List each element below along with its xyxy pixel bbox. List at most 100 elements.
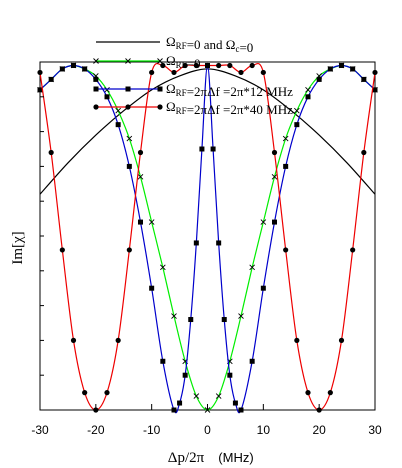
legend-label-part: Ω	[166, 81, 176, 96]
legend-label-part: =2πΔf =2π*12 MHz	[187, 84, 293, 99]
series-3	[37, 62, 378, 413]
x-tick-label: 0	[204, 423, 211, 437]
data-point	[350, 247, 356, 253]
data-point	[221, 317, 227, 323]
data-point	[305, 87, 311, 93]
data-point	[216, 240, 222, 246]
data-point	[149, 69, 155, 76]
data-point	[260, 285, 266, 291]
data-point	[137, 149, 144, 156]
data-point	[316, 76, 322, 82]
data-point	[160, 358, 166, 364]
legend-label: ΩRF=2πΔf =2π*40 MHz	[166, 99, 293, 117]
data-point	[125, 104, 131, 110]
data-point	[93, 58, 99, 64]
data-point	[93, 76, 99, 82]
legend-label-part: RF	[176, 88, 187, 98]
legend-label-part: =0	[239, 40, 253, 55]
x-tick-label: -30	[31, 423, 49, 437]
data-point	[115, 122, 121, 128]
data-point	[115, 337, 121, 343]
data-point	[125, 86, 131, 92]
data-point	[193, 240, 199, 246]
data-point	[160, 264, 166, 271]
data-point	[350, 66, 356, 72]
legend-label-part: RF	[176, 106, 187, 116]
data-point	[282, 135, 289, 142]
data-point	[283, 163, 289, 169]
data-point	[37, 69, 43, 76]
data-point	[283, 247, 289, 253]
data-point	[238, 313, 244, 319]
data-point	[327, 390, 333, 396]
legend-label: ΩRF=0	[166, 53, 201, 71]
data-point	[104, 390, 110, 396]
data-point	[215, 393, 222, 399]
data-point	[125, 58, 131, 64]
data-point	[126, 135, 133, 142]
data-point	[37, 87, 43, 93]
x-tick-label: 20	[312, 423, 326, 437]
data-point	[238, 69, 244, 76]
legend-label-part: =2πΔf =2π*40 MHz	[187, 102, 293, 117]
data-point	[59, 66, 65, 72]
x-tick-label: -20	[87, 423, 105, 437]
data-point	[227, 372, 233, 378]
data-point	[204, 62, 211, 69]
data-point	[48, 149, 54, 156]
legend-label: ΩRF=2πΔf =2π*12 MHz	[166, 81, 293, 99]
data-point	[199, 146, 205, 152]
data-point	[59, 247, 65, 253]
data-point	[361, 149, 367, 156]
data-point	[339, 62, 344, 68]
data-point	[305, 94, 311, 100]
data-point	[249, 264, 255, 271]
legend-label-part: =0 and Ω	[187, 37, 236, 52]
data-point	[249, 62, 255, 69]
data-point	[182, 372, 188, 378]
x-axis-unit-label: (MHz)	[218, 450, 253, 465]
data-point	[71, 62, 76, 68]
x-tick-label: -10	[143, 423, 161, 437]
data-point	[338, 337, 345, 343]
data-point	[115, 107, 121, 114]
data-point	[157, 86, 163, 92]
data-point	[149, 285, 155, 291]
series-layer	[37, 62, 378, 414]
data-point	[157, 104, 163, 110]
data-point	[294, 122, 300, 128]
data-point	[260, 219, 267, 225]
series-line	[39, 64, 376, 411]
data-point	[271, 174, 278, 180]
data-point	[177, 400, 183, 406]
data-point	[271, 149, 278, 156]
data-point	[171, 69, 177, 76]
data-point	[93, 86, 99, 92]
data-point	[305, 390, 311, 396]
data-point	[82, 390, 88, 396]
data-point	[148, 219, 155, 225]
data-point	[260, 69, 266, 76]
axes-layer: -30 -20 -10 0 10 20 30	[31, 96, 382, 437]
data-point	[188, 317, 194, 323]
data-point	[82, 66, 88, 72]
legend-label-part: Ω	[166, 99, 176, 114]
legend-label-part: RF	[176, 41, 187, 51]
data-point	[238, 407, 244, 413]
data-point	[249, 358, 255, 364]
data-point	[227, 62, 233, 69]
data-point	[372, 69, 378, 76]
data-point	[137, 174, 144, 180]
legend-label-part: =0	[187, 56, 201, 71]
data-point	[48, 76, 54, 82]
data-point	[372, 87, 378, 93]
data-point	[70, 337, 77, 343]
series-line	[39, 64, 376, 414]
data-point	[126, 163, 132, 169]
y-axis-label: Im[χ]	[10, 231, 26, 264]
data-point	[157, 58, 163, 64]
x-tick-label: 10	[257, 423, 271, 437]
data-point	[210, 146, 216, 152]
data-point	[216, 62, 222, 69]
